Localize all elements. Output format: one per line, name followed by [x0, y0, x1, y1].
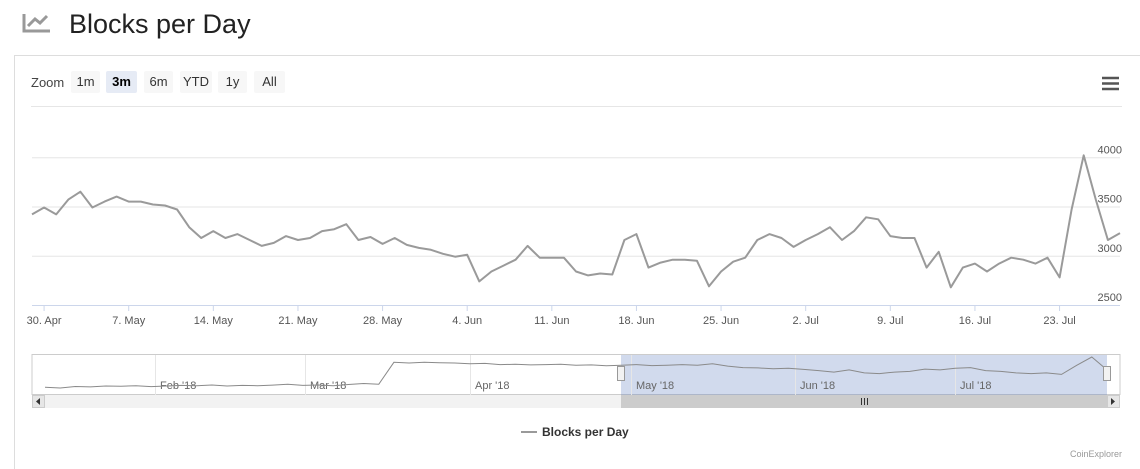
zoom-label: Zoom [31, 75, 64, 90]
zoom-button[interactable] [144, 71, 173, 93]
navigator-frame [31, 354, 1121, 395]
x-tick-label: 2. Jul [793, 315, 819, 327]
x-tick-label: 21. May [278, 315, 318, 327]
zoom-button-label[interactable]: 1m [76, 74, 94, 89]
x-tick-label: 28. May [363, 315, 403, 327]
zoom-button[interactable] [71, 71, 100, 93]
navigator-label: May '18 [636, 380, 674, 392]
x-tick-label: 16. Jul [959, 315, 991, 327]
navigator-label: Jul '18 [960, 380, 991, 392]
navigator-label: Apr '18 [475, 380, 510, 392]
menu-button[interactable] [1102, 76, 1119, 91]
scroll-right-arrow [1111, 398, 1115, 405]
navigator-handle-right[interactable] [1103, 366, 1111, 381]
x-tick-label: 18. Jun [618, 315, 654, 327]
navigator-label: Mar '18 [310, 380, 346, 392]
zoom-button[interactable] [180, 71, 212, 93]
zoom-button[interactable] [254, 71, 285, 93]
y-tick-label: 3500 [1098, 194, 1122, 206]
y-tick-label: 2500 [1098, 292, 1122, 304]
navigator-selection[interactable] [621, 355, 1107, 395]
y-tick-label: 3000 [1098, 243, 1122, 255]
header-icon [22, 14, 50, 33]
scroll-left-arrow [36, 398, 40, 405]
legend-label[interactable]: Blocks per Day [542, 425, 629, 439]
zoom-button-label[interactable]: 1y [226, 74, 240, 89]
zoom-button-label[interactable]: 3m [112, 74, 131, 89]
navigator: Feb '18 Mar '18 Apr '18 May '18 Jun '18 Jul '… [44, 355, 1108, 395]
x-tick-label: 14. May [194, 315, 234, 327]
zoom-button-label[interactable]: 6m [149, 74, 167, 89]
credits[interactable]: CoinExplorer [1070, 449, 1122, 459]
page-title: Blocks per Day [69, 9, 251, 39]
navigator-label: Jun '18 [800, 380, 835, 392]
x-tick-label: 23. Jul [1043, 315, 1075, 327]
x-tick-label: 25. Jun [703, 315, 739, 327]
zoom-button[interactable] [106, 71, 137, 93]
x-tick-label: 4. Jun [452, 315, 482, 327]
zoom-button-label[interactable]: YTD [183, 74, 209, 89]
zoom-button-label[interactable]: All [262, 74, 277, 89]
x-tick-label: 9. Jul [877, 315, 903, 327]
zoom-button[interactable] [218, 71, 247, 93]
data-line [31, 154, 1121, 289]
x-tick-label: 11. Jun [534, 315, 569, 327]
y-tick-label: 4000 [1098, 144, 1122, 156]
x-tick-label: 30. Apr [27, 315, 62, 327]
navigator-line [44, 356, 1108, 389]
x-tick-label: 7. May [112, 315, 146, 327]
navigator-handle-left[interactable] [617, 366, 625, 381]
scrollbar-grip [861, 398, 868, 405]
